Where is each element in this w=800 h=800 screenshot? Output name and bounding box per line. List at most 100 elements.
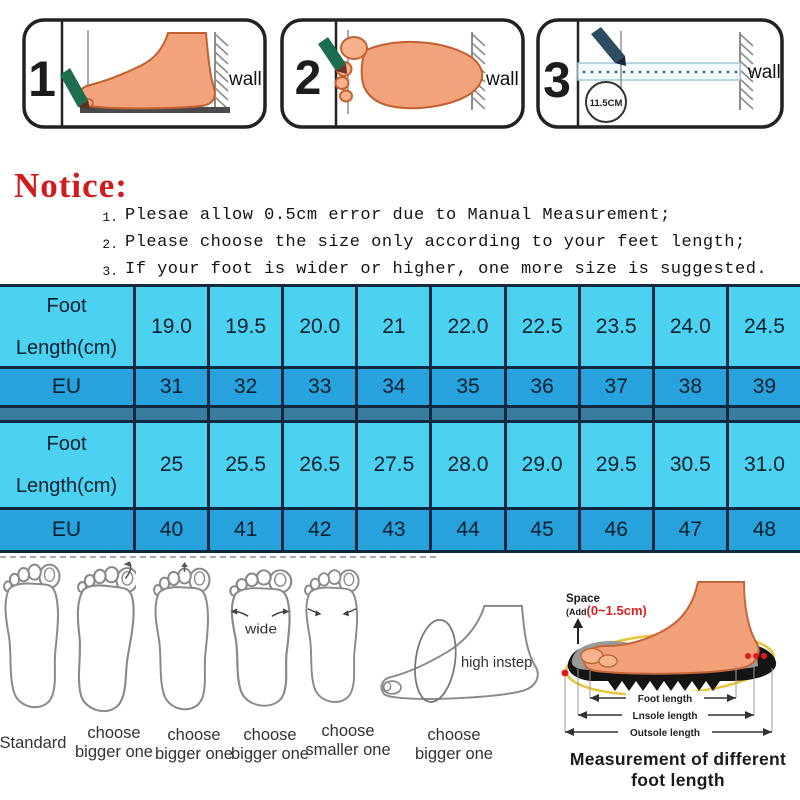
- foot-shape-label: choose bigger one: [68, 724, 160, 762]
- foot-length-cell: 26.5: [284, 423, 356, 507]
- toe-shape: [598, 654, 618, 668]
- eu-header-cell: EU: [0, 510, 133, 550]
- eu-size-cell: 39: [728, 369, 800, 405]
- reference-dots: [561, 653, 767, 677]
- pencil-icon: [318, 37, 347, 74]
- wall-label: wall: [747, 62, 781, 83]
- table-separator-cell: [284, 408, 356, 420]
- notice-item-text: Please choose the size only according to…: [125, 233, 746, 252]
- wall-label: wall: [485, 69, 519, 90]
- foot-length-cell: 24.5: [728, 287, 800, 366]
- measure-steps-row: 1 wall: [0, 18, 800, 132]
- foot-shape-label: choose bigger one: [398, 726, 510, 764]
- toe-arrow-icon: [181, 562, 188, 572]
- foot-shape-label: Standard: [0, 734, 68, 753]
- eu-size-cell: 38: [654, 369, 726, 405]
- foot-shape-label-line: bigger one: [155, 745, 233, 763]
- toe-arrow-icon: [123, 561, 132, 580]
- eu-size-cell: 32: [210, 369, 282, 405]
- foot-outline-long-big-toe: [72, 561, 136, 714]
- eu-size-cell: 46: [580, 510, 652, 550]
- foot-shape-label-line: bigger one: [415, 745, 493, 763]
- foot-shape-label-line: choose: [321, 722, 375, 740]
- foot-shape-label-line: choose: [87, 724, 141, 742]
- narrow-arrows-icon: [307, 608, 357, 617]
- add-range-label: (Add(0~1.5cm): [566, 603, 647, 618]
- foot-shape-label: choose bigger one: [148, 726, 240, 764]
- eu-size-cell: 36: [506, 369, 578, 405]
- foot-shapes-section: wide high instep Standard choose: [0, 554, 800, 800]
- step-number: 3: [543, 52, 571, 108]
- foot-outline-narrow: [304, 569, 360, 703]
- eu-size-cell: 47: [654, 510, 726, 550]
- foot-length-arrow: Foot length: [590, 691, 736, 705]
- eu-size-cell: 45: [506, 510, 578, 550]
- foot-shape-label: choose bigger one: [224, 726, 316, 764]
- foot-length-cell: 19.0: [136, 287, 208, 366]
- foot-shape-label: choose smaller one: [296, 722, 400, 760]
- ruler-note: 11.5CM: [590, 98, 623, 109]
- foot-length-cell: 29.5: [580, 423, 652, 507]
- foot-shape-label-line: Standard: [0, 734, 67, 752]
- table-separator-cell: [506, 408, 578, 420]
- wall-label: wall: [228, 69, 262, 90]
- eu-size-cell: 40: [136, 510, 208, 550]
- foot-side-illustration: [77, 32, 216, 110]
- notice-item: 2. Please choose the size only according…: [96, 233, 796, 260]
- table-separator-cell: [136, 408, 208, 420]
- eu-size-cell: 41: [210, 510, 282, 550]
- eu-size-cell: 42: [284, 510, 356, 550]
- foot-sole-illustration: [334, 36, 484, 110]
- foot-length-cell: 21: [358, 287, 430, 366]
- foot-length-cell: 22.5: [506, 287, 578, 366]
- eu-size-cell: 48: [728, 510, 800, 550]
- table-separator-cell: [432, 408, 504, 420]
- foot-length-cell: 30.5: [654, 423, 726, 507]
- foot-length-header-cell: Foot Length(cm): [0, 423, 133, 507]
- notice-title: Notice:: [14, 166, 128, 205]
- eu-size-cell: 43: [358, 510, 430, 550]
- eu-size-cell: 35: [432, 369, 504, 405]
- eu-header-cell: EU: [0, 369, 133, 405]
- ruler-note-circle: [585, 81, 627, 123]
- table-separator-cell: [728, 408, 800, 420]
- table-separator-cell: [580, 408, 652, 420]
- foot-length-cell: 29.0: [506, 423, 578, 507]
- ruler-illustration: [577, 62, 741, 81]
- foot-length-cell: 28.0: [432, 423, 504, 507]
- measure-step-panel-2: 2 wall: [280, 18, 525, 129]
- foot-length-cell: 31.0: [728, 423, 800, 507]
- foot-length-cell: 24.0: [654, 287, 726, 366]
- outsole-length-arrow: Outsole length: [565, 725, 772, 739]
- foot-shape-label-line: choose: [167, 726, 221, 744]
- foot-shape-label-line: choose: [243, 726, 297, 744]
- foot-length-cell: 25: [136, 423, 208, 507]
- eu-size-cell: 34: [358, 369, 430, 405]
- foot-shape-label-line: smaller one: [305, 741, 391, 759]
- notice-item-marker: 1.: [102, 210, 118, 225]
- foot-length-cell: 27.5: [358, 423, 430, 507]
- dimension-guides: [564, 664, 773, 732]
- table-separator-cell: [0, 408, 133, 420]
- table-separator-cell: [654, 408, 726, 420]
- measurement-diagram: Space (Add(0~1.5cm): [556, 574, 800, 791]
- pencil-icon: [60, 68, 90, 109]
- foot-outline-standard: [3, 563, 61, 709]
- insole-length-arrow-label: Lnsole length: [633, 711, 698, 722]
- measurement-diagram-figure: Space (Add(0~1.5cm): [561, 581, 777, 739]
- toe-alignment-dashed-line: [0, 556, 436, 558]
- table-separator-cell: [358, 408, 430, 420]
- foot-shape-label-line: choose: [427, 726, 481, 744]
- eu-size-cell: 31: [136, 369, 208, 405]
- measure-step-panel-3: 3 wall: [536, 18, 784, 129]
- foot-shape-label-line: bigger one: [231, 745, 309, 763]
- step-number: 2: [295, 52, 322, 105]
- measure-step-panel-1: 1 wall: [22, 18, 267, 129]
- foot-length-cell: 25.5: [210, 423, 282, 507]
- notice-item-text: If your foot is wider or higher, one mor…: [125, 260, 768, 279]
- space-arrow-icon: [573, 618, 583, 644]
- foot-length-cell: 23.5: [580, 287, 652, 366]
- high-instep-annotation: high instep: [461, 655, 532, 671]
- notice-item-marker: 2.: [102, 237, 118, 252]
- notice-item-text: Plesae allow 0.5cm error due to Manual M…: [125, 206, 671, 225]
